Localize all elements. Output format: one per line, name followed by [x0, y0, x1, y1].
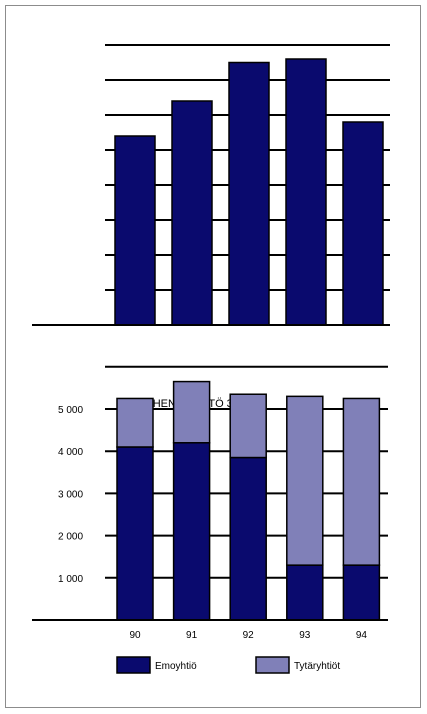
bar-segment-tytar	[116, 397, 154, 448]
x-tick-label: 93	[299, 630, 311, 641]
y-tick-label: 3 000	[58, 489, 83, 500]
top-bar-chart	[32, 44, 390, 326]
bar-segment-emo	[229, 456, 267, 621]
bar-segment-tytar	[229, 393, 267, 459]
y-tick-label: 2 000	[58, 532, 83, 543]
x-tick-label: 94	[356, 630, 368, 641]
bar-2	[171, 100, 213, 326]
bar-1	[114, 135, 156, 326]
figure-frame	[5, 5, 421, 708]
legend-label: Emoyhtiö	[155, 661, 197, 672]
legend-swatch	[255, 656, 290, 674]
bar-segment-tytar	[172, 380, 211, 444]
bar-3	[228, 61, 270, 326]
y-tick-label: 5 000	[58, 405, 83, 416]
legend: Emoyhtiö Tytäryhtiöt	[116, 656, 340, 674]
bar-5	[342, 121, 384, 326]
bar-segment-tytar	[286, 395, 324, 566]
bar-4	[285, 58, 327, 326]
x-tick-label: 91	[186, 630, 198, 641]
bar-segment-emo	[116, 446, 154, 621]
legend-label: Tytäryhtiöt	[294, 661, 340, 672]
bar-segment-tytar	[342, 397, 381, 566]
legend-swatch	[116, 656, 151, 674]
x-tick-label: 92	[243, 630, 255, 641]
y-tick-label: 4 000	[58, 447, 83, 458]
bar-segment-emo	[172, 442, 211, 621]
y-tick-label: 1 000	[58, 574, 83, 585]
x-tick-label: 90	[129, 630, 141, 641]
bar-segment-emo	[286, 564, 324, 621]
bar-segment-emo	[342, 564, 381, 621]
